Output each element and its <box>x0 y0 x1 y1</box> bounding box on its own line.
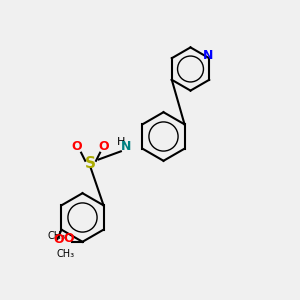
Text: N: N <box>121 140 131 153</box>
Text: CH₃: CH₃ <box>47 231 65 241</box>
Text: O: O <box>53 233 64 246</box>
Text: S: S <box>85 156 96 171</box>
Text: H: H <box>117 136 125 147</box>
Text: O: O <box>64 232 74 245</box>
Text: N: N <box>203 49 213 62</box>
Text: O: O <box>99 140 110 153</box>
Text: CH₃: CH₃ <box>56 249 74 259</box>
Text: O: O <box>72 140 83 153</box>
